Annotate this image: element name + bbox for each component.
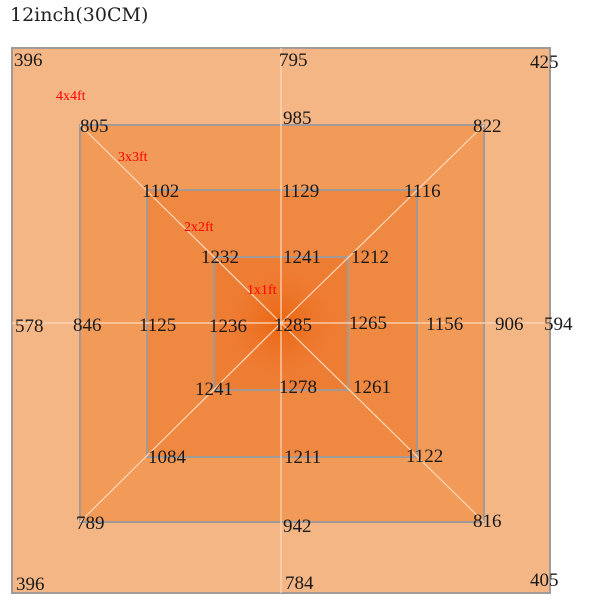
outer-left-center-value: 578 (15, 316, 44, 337)
outer-top-right-value: 425 (530, 52, 559, 73)
ring-3x3-bottom-center-value: 1211 (284, 447, 321, 468)
ring-2x2-bottom-center-value: 1278 (279, 377, 317, 398)
ring-2x2-top-center-value: 1241 (283, 247, 321, 268)
zone-label-4x4ft: 4x4ft (56, 89, 86, 104)
ring-3x3-top-left-value: 1102 (142, 181, 179, 202)
zone-label-3x3ft: 3x3ft (118, 150, 148, 165)
ring-3x3-bottom-right-value: 1122 (406, 446, 443, 467)
ring-4x4-left-center-value: 846 (73, 315, 102, 336)
ring-2x2-bottom-left-value: 1241 (195, 379, 233, 400)
ring-4x4-bottom-center-value: 942 (283, 516, 312, 537)
zone-label-1x1ft: 1x1ft (247, 283, 277, 298)
guide-lines (12, 48, 550, 593)
center-value: 1285 (274, 315, 312, 336)
outer-bottom-center-value: 784 (285, 573, 314, 594)
ring-3x3-bottom-left-value: 1084 (148, 447, 187, 468)
ring-4x4-top-center-value: 985 (283, 108, 312, 129)
ring-4x4-top-left-value: 805 (80, 116, 109, 137)
outer-right-center-value: 594 (544, 314, 573, 335)
ring-3x3-top-center-value: 1129 (282, 181, 319, 202)
ring-3x3-left-center-value: 1125 (139, 315, 176, 336)
outer-top-left-value: 396 (14, 50, 43, 71)
ring-3x3-top-right-value: 1116 (404, 181, 441, 202)
ring-4x4-right-center-value: 906 (495, 314, 524, 335)
ring-4x4-bottom-right-value: 816 (473, 511, 502, 532)
ring-2x2-right-center-value: 1265 (349, 313, 387, 334)
ring-2x2-bottom-right-value: 1261 (353, 377, 391, 398)
ring-3x3-right-center-value: 1156 (426, 314, 463, 335)
ring-4x4-bottom-left-value: 789 (76, 513, 105, 534)
outer-top-center-value: 795 (279, 50, 308, 71)
ring-2x2-top-left-value: 1232 (201, 247, 239, 268)
ring-4x4-top-right-value: 822 (473, 116, 502, 137)
outer-bottom-right-value: 405 (530, 570, 559, 591)
diagram-title: 12inch(30CM) (10, 4, 149, 26)
zone-label-2x2ft: 2x2ft (184, 220, 214, 235)
outer-bottom-left-value: 396 (16, 574, 45, 595)
ring-2x2-top-right-value: 1212 (351, 247, 389, 268)
ring-2x2-left-center-value: 1236 (209, 316, 247, 337)
